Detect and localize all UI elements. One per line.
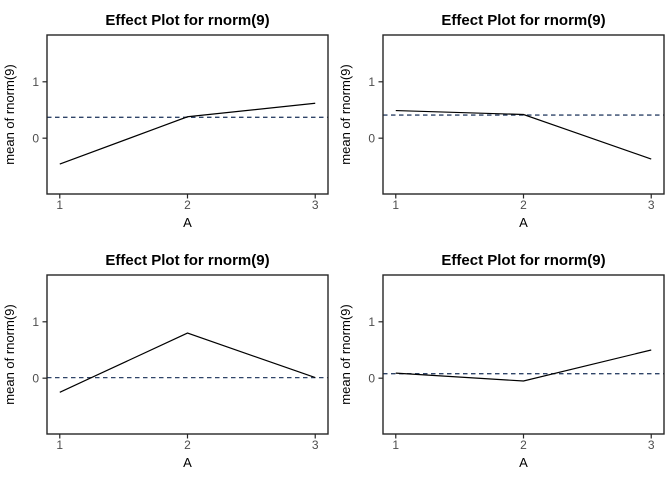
y-tick-label: 1 (32, 315, 39, 329)
y-axis-ticks: 01 (368, 315, 383, 385)
x-tick-label: 1 (56, 438, 63, 452)
x-axis-ticks: 1 2 3 (56, 434, 319, 452)
x-tick-label: 3 (312, 198, 319, 212)
panel-title: Effect Plot for rnorm(9) (441, 12, 605, 29)
y-tick-label: 0 (32, 371, 39, 385)
x-tick-label: 2 (184, 438, 191, 452)
x-axis-title: A (183, 215, 192, 230)
x-axis-title: A (519, 215, 528, 230)
x-tick-label: 2 (184, 198, 191, 212)
y-tick-label: 0 (368, 371, 375, 385)
x-tick-label: 3 (648, 438, 655, 452)
x-tick-label: 1 (56, 198, 63, 212)
x-tick-label: 1 (392, 438, 399, 452)
panel-border (382, 274, 665, 435)
x-axis-ticks: 1 2 3 (56, 194, 319, 212)
effect-line (59, 102, 316, 165)
x-axis-ticks: 1 2 3 (392, 434, 655, 452)
x-axis-title: A (183, 455, 192, 470)
x-tick-label: 2 (520, 438, 527, 452)
x-axis-title: A (519, 455, 528, 470)
x-axis-ticks: 1 2 3 (392, 194, 655, 212)
y-tick-label: 1 (32, 75, 39, 89)
y-axis-ticks: 01 (32, 315, 47, 385)
y-tick-label: 1 (368, 75, 375, 89)
y-axis-title: mean of rnorm(9) (338, 304, 353, 404)
effect-line (395, 109, 652, 160)
y-axis-title: mean of rnorm(9) (2, 304, 17, 404)
panel-title: Effect Plot for rnorm(9) (441, 252, 605, 269)
x-tick-label: 2 (520, 198, 527, 212)
y-axis-ticks: 01 (368, 75, 383, 145)
y-axis-title: mean of rnorm(9) (338, 64, 353, 164)
y-tick-label: 1 (368, 315, 375, 329)
panel-title: Effect Plot for rnorm(9) (105, 252, 269, 269)
x-tick-label: 1 (392, 198, 399, 212)
x-tick-label: 3 (648, 198, 655, 212)
x-tick-label: 3 (312, 438, 319, 452)
y-tick-label: 0 (368, 131, 375, 145)
panel-title: Effect Plot for rnorm(9) (105, 12, 269, 29)
panel-border (46, 34, 329, 195)
effect-line (59, 332, 316, 393)
y-axis-title: mean of rnorm(9) (2, 64, 17, 164)
y-axis-ticks: 01 (32, 75, 47, 145)
y-tick-label: 0 (32, 131, 39, 145)
effect-line (395, 349, 652, 382)
panel-border (46, 274, 329, 435)
